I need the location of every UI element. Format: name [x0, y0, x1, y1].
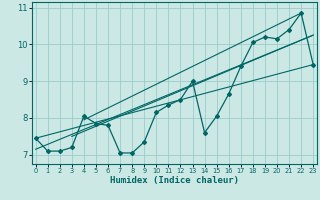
X-axis label: Humidex (Indice chaleur): Humidex (Indice chaleur)	[110, 176, 239, 185]
